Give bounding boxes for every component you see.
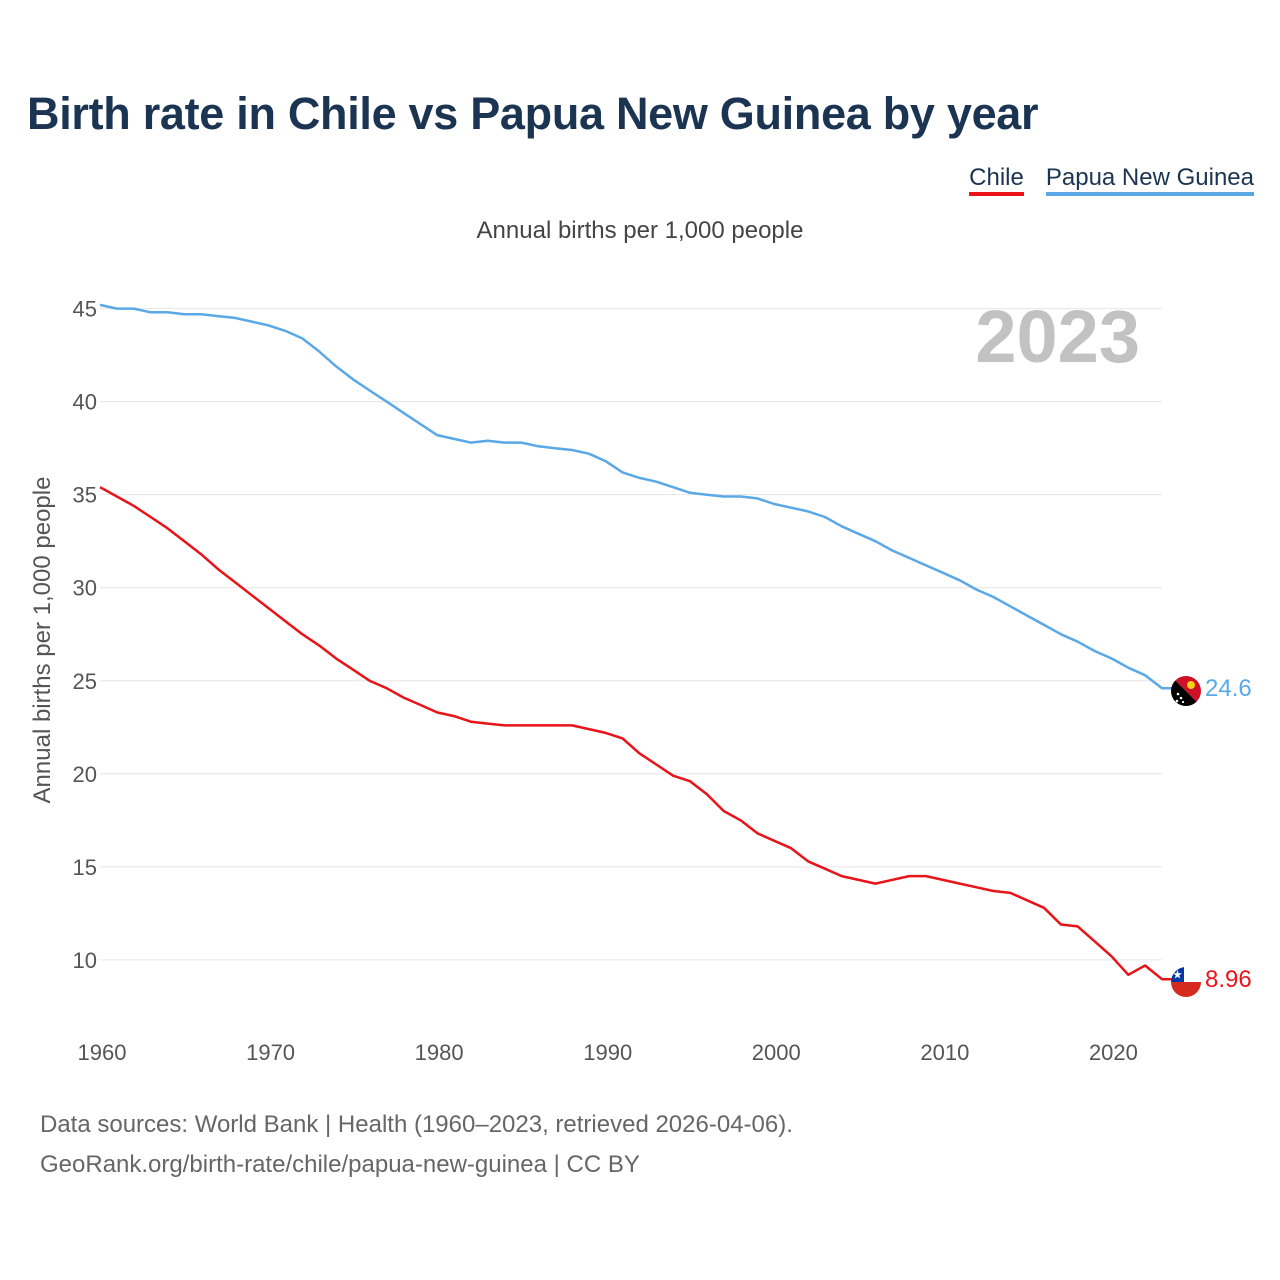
source-line-2[interactable]: GeoRank.org/birth-rate/chile/papua-new-g…	[40, 1151, 640, 1178]
x-tick-label-1960: 1960	[78, 1040, 127, 1065]
y-axis-label: Annual births per 1,000 people	[29, 477, 56, 804]
y-tick-label-25: 25	[73, 669, 97, 694]
source-line-1: Data sources: World Bank | Health (1960–…	[40, 1111, 793, 1138]
papua-new-guinea-flag-icon	[1171, 676, 1201, 707]
x-tick-label-2020: 2020	[1089, 1040, 1138, 1065]
y-tick-label-40: 40	[73, 390, 97, 415]
y-tick-label-10: 10	[73, 948, 97, 973]
series-line-chile	[99, 486, 1172, 981]
end-value-label-chile: 8.96	[1205, 966, 1252, 993]
x-tick-label-1980: 1980	[415, 1040, 464, 1065]
y-tick-label-20: 20	[73, 762, 97, 787]
x-tick-label-2000: 2000	[752, 1040, 801, 1065]
y-tick-label-35: 35	[73, 483, 97, 508]
legend-item-papua-new-guinea[interactable]: Papua New Guinea	[1045, 164, 1254, 196]
end-value-label-png: 24.6	[1205, 675, 1252, 702]
chart-subtitle: Annual births per 1,000 people	[476, 217, 804, 244]
year-watermark: 2023	[975, 295, 1140, 378]
y-tick-label-45: 45	[73, 297, 97, 322]
legend: Chile Papua New Guinea	[969, 164, 1254, 196]
y-tick-label-30: 30	[73, 576, 97, 601]
series-line-png	[99, 303, 1172, 690]
x-tick-label-2010: 2010	[920, 1040, 969, 1065]
y-tick-label-15: 15	[73, 855, 97, 880]
chart-title: Birth rate in Chile vs Papua New Guinea …	[27, 88, 1039, 139]
x-tick-label-1970: 1970	[246, 1040, 295, 1065]
data-source: Data sources: World Bank | Health (1960–…	[40, 1105, 793, 1185]
chile-flag-icon	[1171, 967, 1201, 998]
x-tick-label-1990: 1990	[583, 1040, 632, 1065]
legend-item-chile[interactable]: Chile	[969, 164, 1024, 196]
